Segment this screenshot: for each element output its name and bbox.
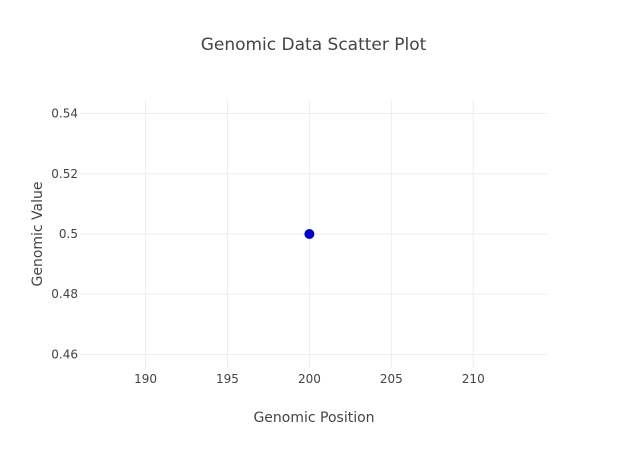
x-tick-label: 205 xyxy=(380,372,403,386)
y-tick-label: 0.5 xyxy=(59,227,78,241)
x-tick-label: 210 xyxy=(462,372,485,386)
y-gridlines xyxy=(80,113,547,355)
scatter-point[interactable] xyxy=(304,229,315,239)
x-tick-label: 190 xyxy=(134,372,157,386)
y-tick-labels: 0.46 0.48 0.5 0.52 0.54 xyxy=(51,107,78,362)
y-tick-label: 0.46 xyxy=(51,347,78,361)
y-tick-label: 0.54 xyxy=(51,107,78,121)
y-axis-title: Genomic Value xyxy=(30,181,46,286)
x-tick-label: 195 xyxy=(216,372,239,386)
y-tick-label: 0.52 xyxy=(51,167,78,181)
x-tick-labels: 190 195 200 205 210 xyxy=(134,372,485,386)
x-tick-label: 200 xyxy=(298,372,321,386)
y-tick-label: 0.48 xyxy=(51,287,78,301)
chart-title: Genomic Data Scatter Plot xyxy=(201,35,427,55)
x-axis-title: Genomic Position xyxy=(253,410,374,426)
data-points xyxy=(304,229,315,239)
